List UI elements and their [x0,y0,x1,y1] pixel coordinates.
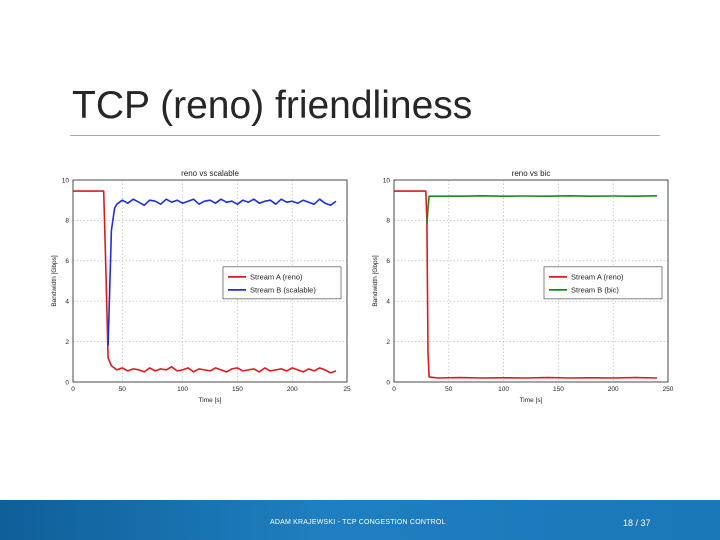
page-number: 18 / 37 [623,518,651,528]
series-line-1 [426,195,658,225]
y-axis-label: Bandwidth [Gbps] [372,255,379,307]
y-tick-label: 8 [386,218,390,225]
chart-svg: 0 50 100 150 200 250 0 2 4 6 8 10 reno vs bic Time [s… [372,169,674,404]
slide-title: TCP (reno) friendliness [72,84,473,127]
x-tick-label: 150 [232,386,243,393]
legend-label-0: Stream A (reno) [250,273,303,282]
title-divider [70,135,660,136]
x-axis-label: Time [s] [520,397,543,404]
footer-bar [0,500,720,540]
x-tick-label: 200 [287,386,298,393]
y-tick-label: 0 [386,379,390,386]
chart-reno-vs-scalable: 0 50 100 150 200 25 0 2 4 6 8 10 reno vs scalable Tim… [45,165,355,415]
y-tick-label: 6 [65,258,69,265]
legend-box [222,266,342,300]
series-line-0 [394,190,658,379]
y-tick-label: 4 [65,299,69,306]
series-line-1 [107,198,337,346]
y-tick-label: 8 [65,218,69,225]
legend-box [543,266,663,300]
series-line-0 [73,190,337,374]
chart-title: reno vs bic [512,169,551,178]
y-tick-label: 10 [383,177,391,184]
x-tick-label: 200 [608,386,619,393]
x-tick-label: 0 [392,386,396,393]
legend-label-1: Stream B (bic) [571,286,619,295]
x-axis-label: Time [s] [199,397,222,404]
legend-label-1: Stream B (scalable) [250,286,316,295]
y-tick-label: 2 [65,339,69,346]
chart-title: reno vs scalable [181,169,239,178]
x-tick-label: 100 [177,386,188,393]
x-tick-label: 250 [663,386,674,393]
plot-frame [72,179,348,383]
y-axis-label: Bandwidth [Gbps] [51,255,58,307]
x-tick-label: 50 [119,386,127,393]
x-tick-label: 100 [498,386,509,393]
plot-frame [393,179,669,383]
chart-reno-vs-bic: 0 50 100 150 200 250 0 2 4 6 8 10 reno vs bic Time [s… [366,165,676,415]
y-tick-label: 10 [62,177,70,184]
x-tick-label: 25 [343,386,351,393]
legend-label-0: Stream A (reno) [571,273,624,282]
y-tick-label: 2 [386,339,390,346]
x-tick-label: 0 [71,386,75,393]
y-tick-label: 4 [386,299,390,306]
y-tick-label: 0 [65,379,69,386]
x-tick-label: 150 [553,386,564,393]
y-tick-label: 6 [386,258,390,265]
footer-text: ADAM KRAJEWSKI - TCP CONGESTION CONTROL [270,519,446,526]
x-tick-label: 50 [445,386,453,393]
